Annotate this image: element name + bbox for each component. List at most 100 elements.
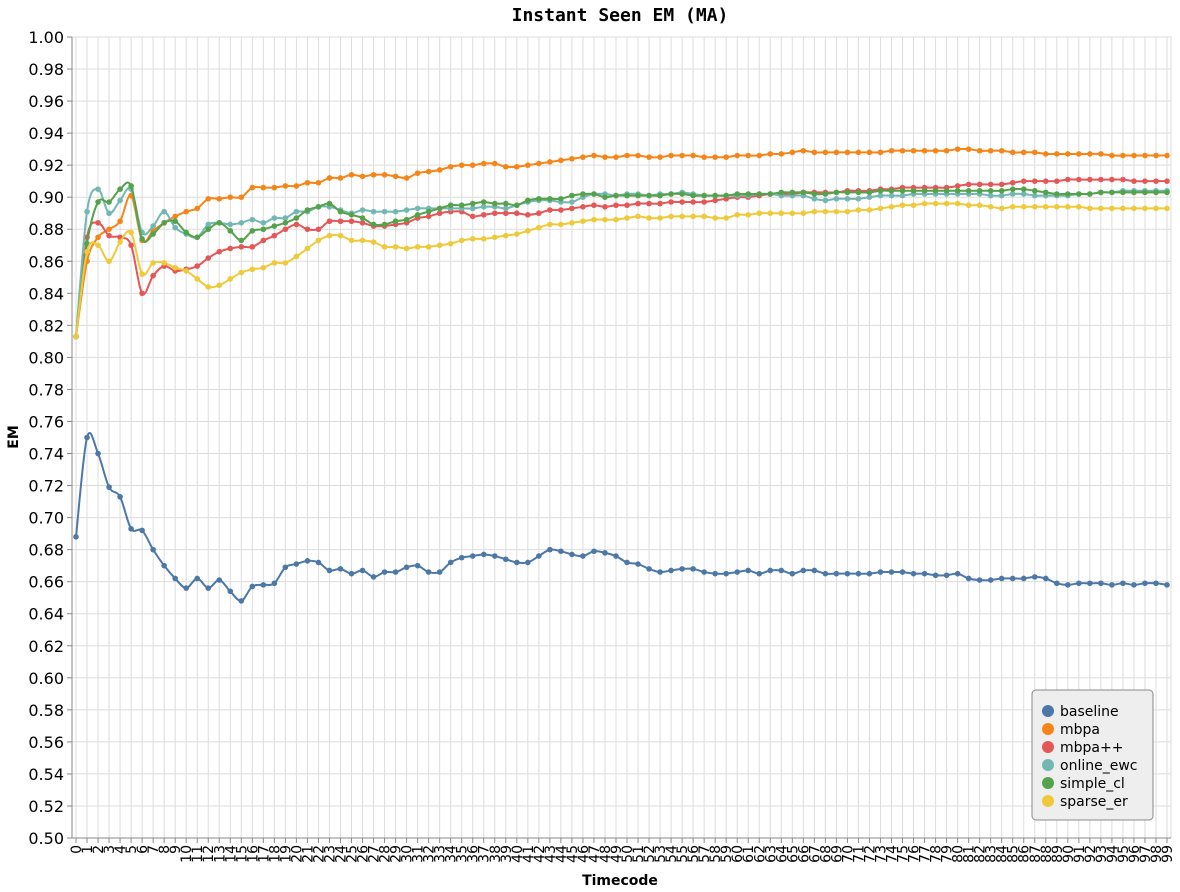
- series-line-baseline: [75, 431, 1168, 602]
- data-point: [227, 228, 234, 234]
- data-point: [381, 244, 388, 250]
- data-point: [855, 189, 862, 196]
- legend-label: simple_cl: [1060, 776, 1125, 792]
- data-point: [745, 191, 752, 197]
- data-point: [106, 258, 112, 265]
- data-point: [359, 237, 366, 244]
- data-point: [877, 569, 884, 575]
- data-point: [866, 149, 873, 156]
- data-point: [899, 202, 906, 209]
- data-point: [965, 181, 972, 188]
- x-tick-label: 55: [675, 845, 691, 863]
- x-tick-label: 24: [333, 845, 349, 863]
- data-point: [128, 242, 134, 249]
- data-point: [976, 187, 983, 194]
- data-point: [414, 205, 421, 212]
- data-point: [998, 187, 1005, 194]
- data-point: [1009, 575, 1016, 582]
- data-point: [1020, 204, 1027, 210]
- data-point: [1020, 149, 1027, 156]
- data-point: [866, 207, 873, 213]
- data-point: [436, 210, 443, 217]
- x-tick-label: 77: [918, 845, 934, 863]
- data-point: [205, 196, 212, 202]
- data-point: [238, 269, 245, 276]
- y-tick-label: 0.50: [28, 829, 64, 848]
- data-point: [227, 245, 234, 252]
- series-sparse_er: [73, 200, 1170, 340]
- data-point: [635, 200, 641, 207]
- data-point: [392, 208, 399, 215]
- data-point: [987, 187, 994, 194]
- series-baseline: [73, 431, 1170, 604]
- data-point: [657, 192, 663, 199]
- x-tick-label: 91: [1072, 845, 1088, 863]
- data-point: [998, 192, 1005, 199]
- x-tick-label: 47: [587, 845, 603, 863]
- data-point: [315, 204, 322, 210]
- data-point: [602, 194, 608, 200]
- y-tick-label: 0.84: [28, 284, 64, 303]
- data-point: [1109, 189, 1115, 196]
- data-point: [403, 207, 410, 213]
- data-point: [844, 149, 851, 156]
- data-point: [293, 221, 300, 228]
- data-point: [1020, 186, 1027, 192]
- data-point: [304, 179, 311, 186]
- data-point: [811, 208, 818, 215]
- data-point: [602, 204, 608, 210]
- x-tick-label: 6: [135, 845, 151, 854]
- x-tick-label: 73: [873, 845, 889, 863]
- y-tick-label: 0.92: [28, 156, 64, 175]
- y-tick-label: 0.70: [28, 509, 64, 528]
- data-point: [370, 239, 377, 245]
- data-point: [580, 553, 586, 559]
- x-tick-label: 82: [973, 845, 989, 863]
- data-point: [480, 236, 487, 242]
- data-point: [381, 221, 388, 228]
- x-tick-label: 31: [411, 845, 427, 863]
- data-point: [1087, 205, 1093, 212]
- data-point: [888, 147, 895, 154]
- data-point: [668, 567, 674, 574]
- data-point: [987, 577, 994, 583]
- data-point: [690, 152, 696, 159]
- data-point: [1131, 152, 1137, 159]
- data-point: [183, 585, 190, 591]
- data-point: [249, 266, 256, 273]
- data-point: [491, 200, 498, 207]
- data-point: [800, 189, 807, 196]
- data-point: [502, 163, 509, 170]
- x-tick-label: 89: [1050, 845, 1066, 863]
- x-tick-label: 52: [642, 845, 658, 863]
- data-point: [392, 218, 399, 225]
- data-point: [679, 213, 685, 220]
- data-point: [117, 239, 123, 245]
- x-tick-label: 76: [907, 845, 923, 863]
- data-point: [183, 268, 190, 274]
- x-tick-label: 13: [212, 845, 228, 863]
- axes: 0.50 0.52 0.54 0.56 0.58 0.60 0.62 0.64 0.66 0.68…: [28, 28, 1176, 863]
- data-point: [602, 216, 608, 223]
- data-point: [899, 192, 906, 199]
- data-point: [249, 216, 256, 223]
- data-point: [1120, 205, 1126, 212]
- data-point: [844, 570, 851, 577]
- data-point: [282, 260, 289, 266]
- data-point: [502, 232, 509, 239]
- data-point: [580, 218, 586, 225]
- data-point: [293, 253, 300, 260]
- data-point: [833, 189, 840, 196]
- data-point: [117, 197, 123, 204]
- x-tick-label: 60: [730, 845, 746, 863]
- data-point: [789, 149, 796, 156]
- data-point: [877, 149, 884, 156]
- y-tick-label: 0.52: [28, 797, 64, 816]
- y-tick-label: 1.00: [28, 28, 64, 47]
- series-lines: [73, 146, 1170, 604]
- data-point: [525, 559, 531, 566]
- data-point: [657, 569, 663, 575]
- data-point: [260, 220, 267, 226]
- data-point: [811, 191, 818, 197]
- data-point: [1042, 189, 1049, 196]
